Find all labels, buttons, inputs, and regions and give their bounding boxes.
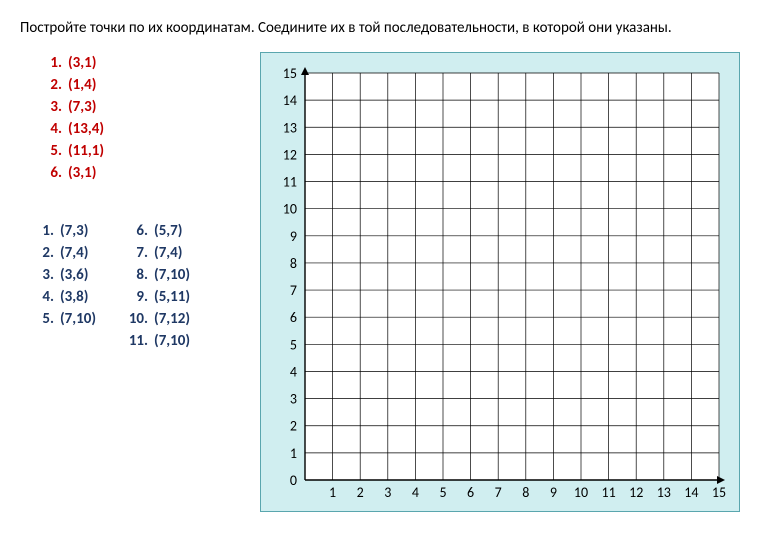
y-tick-label: 6 (290, 309, 297, 326)
item-coord: (7,10) (60, 310, 96, 328)
x-tick-label: 2 (357, 484, 364, 501)
blue-list: 1.(7,3)2.(7,4)3.(3,6)4.(3,8)5.(7,10) 6.(… (20, 222, 260, 354)
item-number: 1. (20, 222, 60, 240)
item-number: 1. (20, 54, 68, 72)
item-coord: (3,1) (68, 54, 96, 72)
item-coord: (7,4) (154, 244, 182, 262)
list-item: 3.(7,3) (20, 98, 260, 116)
x-tick-label: 10 (574, 484, 588, 501)
list-item: 10.(7,12) (114, 310, 190, 328)
item-coord: (3,1) (68, 164, 96, 182)
item-coord: (7,4) (60, 244, 88, 262)
list-item: 4.(13,4) (20, 120, 260, 138)
list-item: 3.(3,6) (20, 266, 96, 284)
item-number: 5. (20, 142, 68, 160)
list-item: 6.(5,7) (114, 222, 190, 240)
y-tick-label: 2 (290, 418, 297, 435)
y-tick-label: 9 (290, 228, 297, 245)
item-number: 9. (114, 288, 154, 306)
y-tick-label: 0 (290, 472, 297, 489)
y-tick-label: 8 (290, 255, 297, 272)
item-number: 10. (114, 310, 154, 328)
y-tick-label: 1 (290, 445, 297, 462)
x-tick-label: 14 (684, 484, 698, 501)
list-item: 1.(3,1) (20, 54, 260, 72)
x-tick-label: 8 (522, 484, 529, 501)
item-coord: (7,3) (68, 98, 96, 116)
y-tick-label: 14 (283, 92, 297, 109)
item-number: 7. (114, 244, 154, 262)
list-item: 2.(1,4) (20, 76, 260, 94)
x-tick-label: 4 (412, 484, 419, 501)
item-coord: (5,7) (154, 222, 182, 240)
x-tick-label: 15 (712, 484, 726, 501)
y-tick-label: 12 (283, 147, 297, 164)
list-item: 2.(7,4) (20, 244, 96, 262)
instruction-text: Постройте точки по их координатам. Соеди… (20, 18, 740, 38)
item-number: 5. (20, 310, 60, 328)
x-tick-label: 11 (601, 484, 615, 501)
y-tick-label: 5 (290, 337, 297, 354)
item-number: 11. (114, 332, 154, 350)
item-number: 3. (20, 98, 68, 116)
y-tick-label: 15 (283, 65, 297, 82)
item-coord: (1,4) (68, 76, 96, 94)
x-tick-label: 13 (657, 484, 671, 501)
coordinate-lists: 1.(3,1)2.(1,4)3.(7,3)4.(13,4)5.(11,1)6.(… (20, 52, 260, 394)
x-tick-label: 7 (495, 484, 502, 501)
item-coord: (7,10) (154, 266, 190, 284)
y-tick-label: 11 (283, 174, 297, 191)
item-coord: (7,12) (154, 310, 190, 328)
content-area: 1.(3,1)2.(1,4)3.(7,3)4.(13,4)5.(11,1)6.(… (20, 52, 740, 512)
list-item: 5.(11,1) (20, 142, 260, 160)
item-coord: (3,6) (60, 266, 88, 284)
item-coord: (5,11) (154, 288, 190, 306)
y-tick-label: 10 (283, 201, 297, 218)
coordinate-grid: 1234567891011121314150123456789101112131… (260, 52, 740, 512)
item-coord: (13,4) (68, 120, 104, 138)
y-tick-label: 7 (290, 282, 297, 299)
item-number: 3. (20, 266, 60, 284)
x-tick-label: 1 (329, 484, 336, 501)
list-item: 4.(3,8) (20, 288, 96, 306)
list-item: 9.(5,11) (114, 288, 190, 306)
list-item: 6.(3,1) (20, 164, 260, 182)
y-tick-label: 4 (290, 364, 297, 381)
item-number: 6. (20, 164, 68, 182)
x-tick-label: 9 (550, 484, 557, 501)
item-number: 2. (20, 244, 60, 262)
x-tick-label: 5 (439, 484, 446, 501)
list-item: 1.(7,3) (20, 222, 96, 240)
list-item: 11.(7,10) (114, 332, 190, 350)
item-number: 4. (20, 288, 60, 306)
x-tick-label: 6 (467, 484, 474, 501)
list-item: 8.(7,10) (114, 266, 190, 284)
item-coord: (7,10) (154, 332, 190, 350)
item-number: 2. (20, 76, 68, 94)
item-number: 4. (20, 120, 68, 138)
item-number: 8. (114, 266, 154, 284)
item-coord: (3,8) (60, 288, 88, 306)
x-tick-label: 12 (629, 484, 643, 501)
y-tick-label: 13 (283, 120, 297, 137)
red-list: 1.(3,1)2.(1,4)3.(7,3)4.(13,4)5.(11,1)6.(… (20, 54, 260, 182)
list-item: 7.(7,4) (114, 244, 190, 262)
item-number: 6. (114, 222, 154, 240)
list-item: 5.(7,10) (20, 310, 96, 328)
item-coord: (7,3) (60, 222, 88, 240)
x-tick-label: 3 (384, 484, 391, 501)
y-tick-label: 3 (290, 391, 297, 408)
item-coord: (11,1) (68, 142, 104, 160)
